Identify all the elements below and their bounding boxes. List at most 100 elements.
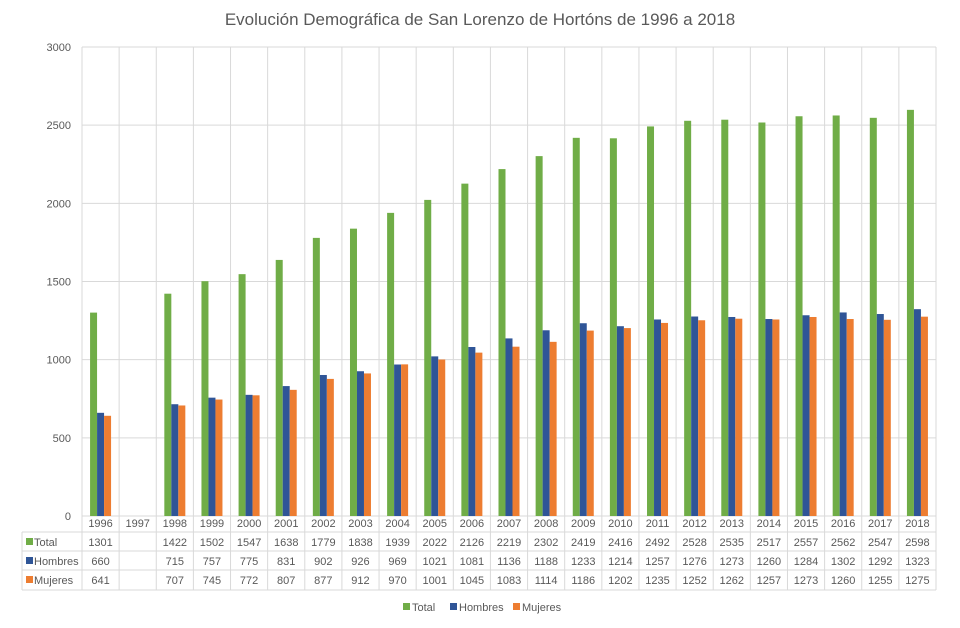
bar-hombres — [97, 412, 105, 516]
bar-total — [90, 312, 98, 516]
bar-total — [387, 212, 395, 516]
table-cell-mujeres: 1235 — [645, 575, 669, 587]
table-row-label: Mujeres — [34, 575, 74, 587]
table-cell-hombres: 1276 — [682, 556, 706, 568]
bar-hombres — [579, 323, 587, 516]
bar-total — [795, 116, 803, 516]
bar-mujeres — [475, 352, 483, 516]
x-tick-label: 2012 — [682, 518, 706, 530]
x-tick-label: 2010 — [608, 518, 632, 530]
bar-mujeres — [735, 318, 743, 516]
bar-mujeres — [920, 316, 928, 516]
bar-total — [832, 115, 840, 516]
table-cell-total: 2492 — [645, 537, 669, 549]
bar-total — [572, 137, 580, 517]
table-cell-hombres: 1188 — [534, 556, 558, 568]
legend-label-hombres: Hombres — [459, 602, 504, 614]
x-tick-label: 2013 — [720, 518, 744, 530]
bar-mujeres — [326, 378, 334, 516]
x-tick-label: 2009 — [571, 518, 595, 530]
legend-label-total: Total — [412, 602, 435, 614]
legend-label-mujeres: Mujeres — [522, 602, 562, 614]
table-cell-mujeres: 772 — [240, 575, 258, 587]
table-cell-hombres: 926 — [351, 556, 369, 568]
table-cell-total: 2562 — [831, 537, 855, 549]
bar-total — [647, 126, 655, 517]
bar-hombres — [282, 386, 290, 516]
table-cell-total: 1638 — [274, 537, 298, 549]
legend-marker-mujeres — [513, 603, 520, 610]
bar-mujeres — [623, 328, 631, 516]
table-cell-total: 2547 — [868, 537, 892, 549]
bar-hombres — [765, 319, 773, 516]
legend-marker-total — [403, 603, 410, 610]
y-tick-label: 2000 — [47, 198, 71, 210]
bar-mujeres — [549, 341, 557, 516]
table-cell-total: 2302 — [534, 537, 558, 549]
legend-key-total — [26, 538, 33, 545]
table-cell-hombres: 831 — [277, 556, 295, 568]
table-cell-mujeres: 1001 — [422, 575, 446, 587]
bar-mujeres — [215, 399, 223, 516]
bar-total — [906, 109, 914, 516]
bar-mujeres — [438, 359, 446, 516]
table-cell-total: 2598 — [905, 537, 929, 549]
table-cell-total: 1422 — [163, 537, 187, 549]
table-cell-mujeres: 641 — [91, 575, 109, 587]
x-tick-label: 2016 — [831, 518, 855, 530]
table-cell-mujeres: 1083 — [497, 575, 521, 587]
table-cell-mujeres: 1262 — [720, 575, 744, 587]
y-tick-label: 3000 — [47, 42, 71, 54]
bar-hombres — [876, 314, 884, 516]
x-tick-label: 2008 — [534, 518, 558, 530]
y-tick-label: 1500 — [47, 277, 71, 289]
bar-hombres — [654, 319, 662, 516]
table-cell-mujeres: 1045 — [460, 575, 484, 587]
table-cell-mujeres: 707 — [166, 575, 184, 587]
bar-total — [684, 120, 692, 516]
x-tick-label: 2017 — [868, 518, 892, 530]
table-cell-mujeres: 1202 — [608, 575, 632, 587]
bar-hombres — [913, 309, 921, 516]
table-cell-mujeres: 1273 — [794, 575, 818, 587]
bar-hombres — [616, 326, 624, 516]
bar-mujeres — [661, 322, 669, 516]
table-cell-hombres: 660 — [91, 556, 109, 568]
table-cell-total: 2557 — [794, 537, 818, 549]
x-tick-label: 1998 — [163, 518, 187, 530]
bar-total — [535, 156, 543, 516]
bar-total — [275, 259, 283, 516]
table-cell-total: 1838 — [348, 537, 372, 549]
bar-total — [609, 138, 617, 517]
legend-marker-hombres — [450, 603, 457, 610]
table-cell-total: 1547 — [237, 537, 261, 549]
table-cell-hombres: 969 — [388, 556, 406, 568]
bar-hombres — [505, 338, 513, 516]
chart-title: Evolución Demográfica de San Lorenzo de … — [224, 10, 736, 29]
bar-mujeres — [252, 395, 260, 516]
x-tick-label: 2001 — [274, 518, 298, 530]
table-cell-hombres: 715 — [166, 556, 184, 568]
bar-hombres — [356, 371, 364, 516]
legend-key-hombres — [26, 557, 33, 564]
table-cell-mujeres: 1186 — [571, 575, 595, 587]
bar-mujeres — [512, 346, 520, 516]
x-tick-label: 2011 — [646, 518, 670, 530]
x-tick-label: 2007 — [497, 518, 521, 530]
table-cell-mujeres: 1114 — [535, 575, 558, 587]
bar-mujeres — [363, 373, 371, 516]
bar-total — [424, 199, 432, 517]
x-tick-label: 1996 — [88, 518, 112, 530]
table-cell-total: 1939 — [385, 537, 409, 549]
table-cell-total: 1779 — [311, 537, 335, 549]
x-tick-label: 2006 — [460, 518, 484, 530]
table-cell-total: 2219 — [497, 537, 521, 549]
bar-total — [349, 228, 357, 516]
x-tick-label: 1999 — [200, 518, 224, 530]
bar-mujeres — [586, 330, 594, 516]
table-cell-mujeres: 970 — [388, 575, 406, 587]
table-cell-total: 2416 — [608, 537, 632, 549]
table-cell-hombres: 1214 — [608, 556, 632, 568]
bar-hombres — [431, 356, 439, 516]
